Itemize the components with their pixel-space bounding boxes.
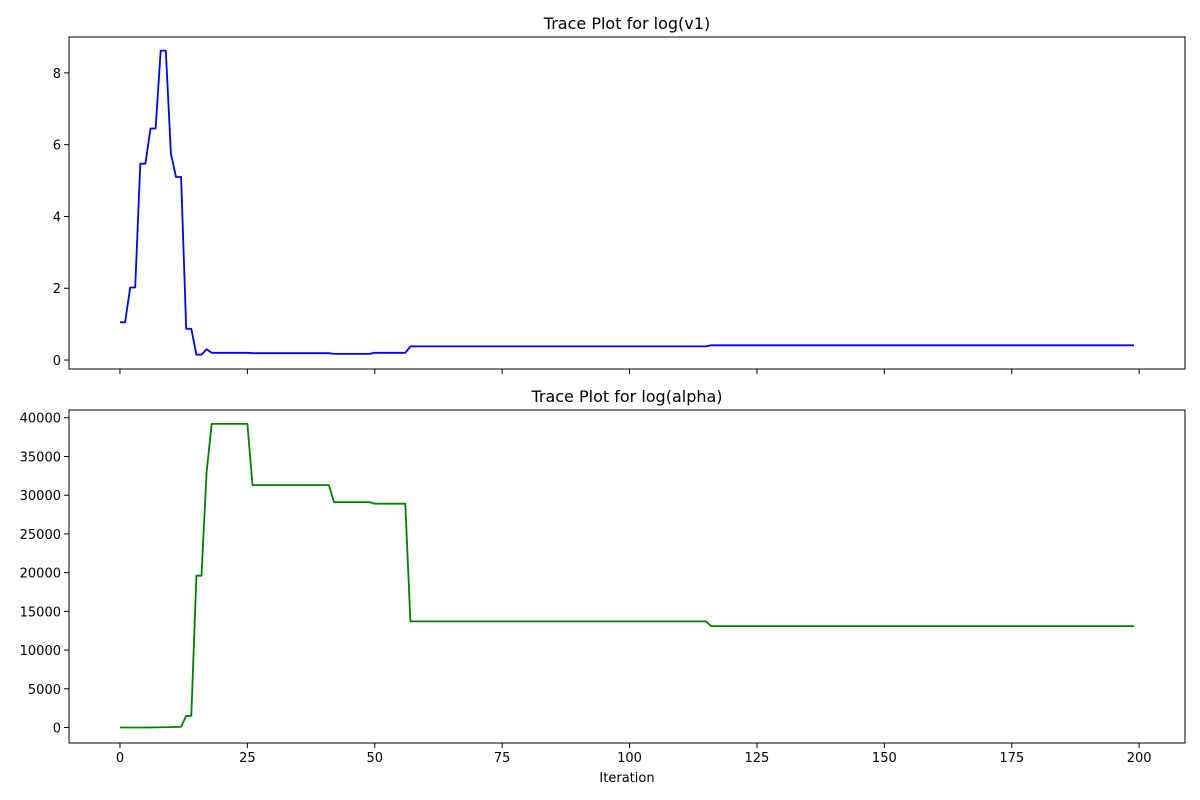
alpha-x-tick-label: 25	[239, 751, 256, 766]
alpha-y-tick-label: 20000	[20, 567, 61, 582]
v1-plot-frame	[68, 36, 1186, 370]
alpha-x-tick-label: 125	[745, 751, 770, 766]
alpha-chart-title: Trace Plot for log(alpha)	[530, 387, 722, 406]
alpha-plot-frame	[68, 409, 1186, 744]
alpha-x-axis-label: Iteration	[599, 771, 654, 786]
v1-y-tick-label: 4	[53, 210, 61, 225]
alpha-y-tick-label: 25000	[20, 528, 61, 543]
v1-y-tick-label: 8	[53, 67, 61, 82]
alpha-x-tick-label: 75	[494, 751, 511, 766]
alpha-y-tick-label: 15000	[20, 605, 61, 620]
alpha-trace-line	[120, 423, 1134, 729]
alpha-y-tick-label: 10000	[20, 644, 61, 659]
alpha-x-tick-label: 100	[617, 751, 642, 766]
alpha-x-tick-label: 50	[366, 751, 383, 766]
v1-chart-title: Trace Plot for log(v1)	[543, 14, 710, 33]
v1-trace-panel: Trace Plot for log(v1) 0 2 4 6 8	[53, 14, 1186, 374]
v1-y-tick-label: 2	[53, 282, 61, 297]
alpha-x-tick-label: 150	[872, 751, 897, 766]
alpha-trace-panel: Trace Plot for log(alpha) 0 25 50 75 100 125 15…	[20, 387, 1186, 786]
alpha-y-tick-label: 40000	[20, 412, 61, 427]
alpha-x-tick-label: 175	[999, 751, 1024, 766]
alpha-y-tick-label: 35000	[20, 450, 61, 465]
alpha-y-tick-label: 30000	[20, 489, 61, 504]
alpha-y-tick-label: 0	[53, 722, 61, 737]
alpha-x-tick-label: 0	[116, 751, 124, 766]
alpha-y-tick-label: 5000	[28, 683, 61, 698]
v1-trace-line	[120, 49, 1134, 356]
v1-y-tick-label: 6	[53, 139, 61, 154]
v1-y-tick-label: 0	[53, 354, 61, 369]
alpha-x-tick-label: 200	[1127, 751, 1152, 766]
